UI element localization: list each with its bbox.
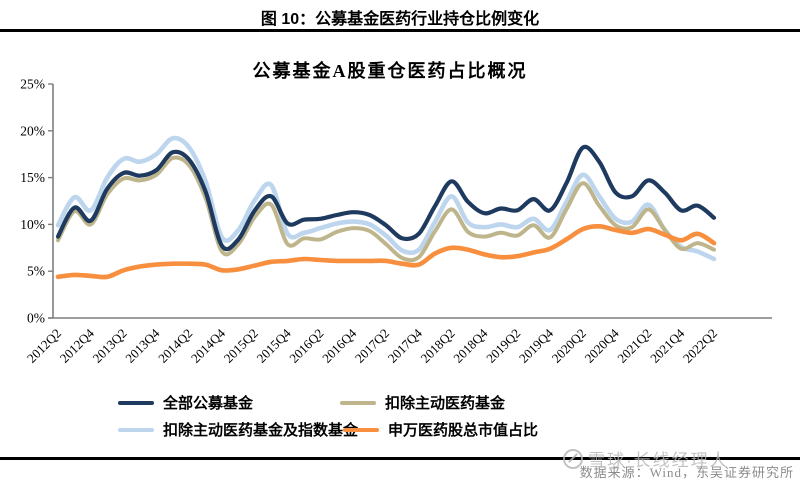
legend-item-all-public-funds: 全部公募基金 bbox=[118, 392, 253, 413]
x-tick-label: 2013Q2 bbox=[89, 326, 129, 366]
data-source-text: 数据来源：Wind，东吴证券研究所 bbox=[579, 465, 794, 480]
x-tick-label: 2014Q4 bbox=[188, 325, 229, 366]
legend-label: 申万医药股总市值占比 bbox=[388, 423, 539, 439]
legend-item-sw-pharma-marketcap-ratio: 申万医药股总市值占比 bbox=[343, 419, 538, 440]
x-tick-label: 2021Q4 bbox=[647, 325, 688, 366]
x-tick-label: 2018Q4 bbox=[450, 325, 491, 366]
series-line-1 bbox=[56, 155, 716, 263]
x-tick-label: 2016Q4 bbox=[319, 325, 360, 366]
x-tick-label: 2016Q2 bbox=[286, 326, 326, 366]
line-chart: 0% 5% 10% 15% 20% 25% 2012Q22012Q42013Q22013Q4… bbox=[20, 77, 772, 366]
series-line-3 bbox=[55, 223, 717, 280]
xueqiu-logo-icon bbox=[563, 448, 583, 469]
legend-label: 全部公募基金 bbox=[163, 396, 254, 412]
xueqiu-watermark: 雪球·长线经理人 bbox=[563, 446, 729, 471]
x-tick-label: 2014Q2 bbox=[155, 326, 195, 366]
x-tick-label: 2019Q2 bbox=[483, 326, 523, 366]
watermark-text: 雪球·长线经理人 bbox=[588, 451, 729, 470]
series-line-0 bbox=[55, 144, 717, 252]
legend-item-ex-active-pharma-funds: 扣除主动医药基金 bbox=[340, 392, 505, 413]
x-tick-label: 2015Q4 bbox=[253, 325, 294, 366]
x-tick-label: 2017Q2 bbox=[352, 326, 392, 366]
legend-swatch-navy-icon bbox=[118, 400, 154, 405]
top-divider bbox=[0, 29, 800, 32]
x-tick-label: 2020Q2 bbox=[549, 326, 589, 366]
y-tick-label: 0% bbox=[27, 311, 45, 326]
legend-label: 扣除主动医药基金 bbox=[385, 396, 506, 412]
legend-item-ex-active-pharma-and-index-funds: 扣除主动医药基金及指数基金 bbox=[118, 419, 358, 440]
legend-swatch-tan-icon bbox=[340, 400, 376, 405]
legend-label: 扣除主动医药基金及指数基金 bbox=[163, 423, 359, 439]
y-tick-label: 10% bbox=[20, 217, 45, 232]
y-tick-label: 5% bbox=[27, 264, 45, 279]
bottom-divider bbox=[0, 457, 800, 460]
x-tick-label: 2018Q2 bbox=[417, 326, 457, 366]
y-tick-label: 25% bbox=[20, 77, 45, 92]
legend-swatch-orange-icon bbox=[343, 427, 379, 432]
x-tick-label: 2017Q4 bbox=[385, 325, 426, 366]
x-tick-label: 2012Q2 bbox=[24, 326, 64, 366]
chart-title: 公募基金A股重仓医药占比概况 bbox=[252, 61, 528, 81]
figure-title: 图 10：公募基金医药行业持仓比例变化 bbox=[260, 11, 540, 28]
legend-swatch-lightblue-icon bbox=[118, 427, 154, 432]
x-tick-label: 2019Q4 bbox=[516, 325, 557, 366]
x-tick-label: 2022Q2 bbox=[680, 326, 720, 366]
y-tick-label: 20% bbox=[20, 123, 45, 138]
x-tick-label: 2021Q2 bbox=[614, 326, 654, 366]
x-tick-label: 2013Q4 bbox=[122, 325, 163, 366]
x-tick-label: 2015Q2 bbox=[221, 326, 261, 366]
y-tick-label: 15% bbox=[20, 170, 45, 185]
x-tick-label: 2020Q4 bbox=[581, 325, 622, 366]
series-line-2 bbox=[55, 135, 717, 262]
x-tick-label: 2012Q4 bbox=[57, 325, 98, 366]
